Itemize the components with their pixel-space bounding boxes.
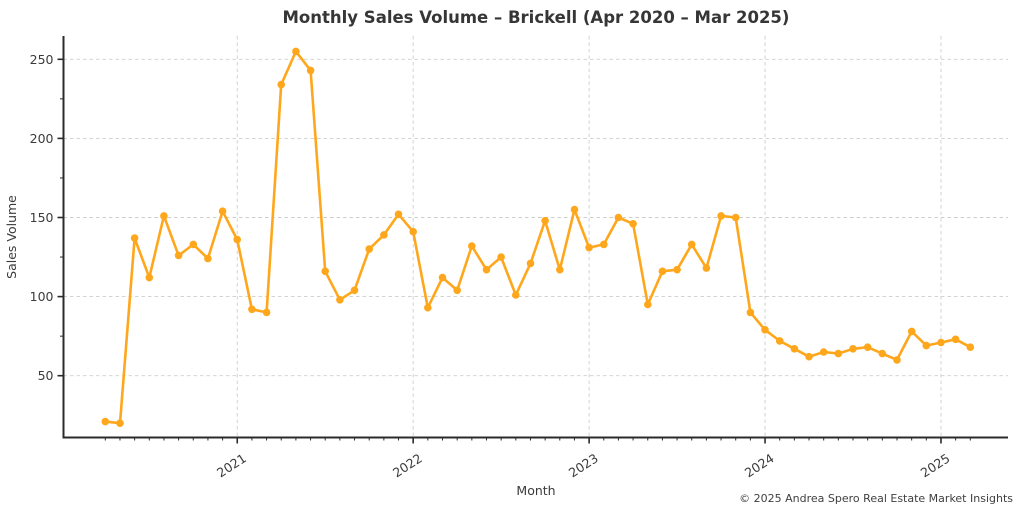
data-point [292, 47, 300, 56]
data-point [101, 417, 110, 426]
data-point [526, 259, 535, 268]
data-point [863, 343, 872, 352]
data-point [409, 227, 418, 236]
x-tick-label: 2021 [214, 450, 249, 480]
data-point [482, 265, 491, 274]
x-tick-label: 2022 [390, 450, 425, 480]
data-point [438, 273, 447, 282]
x-tick-label: 2023 [566, 450, 601, 480]
data-point [160, 212, 168, 220]
y-tick-label: 100 [30, 289, 54, 304]
x-axis-label: Month [516, 483, 555, 498]
data-point [907, 327, 916, 336]
data-point [893, 356, 901, 364]
data-point [556, 265, 564, 274]
data-point [775, 337, 784, 345]
data-point [262, 308, 271, 317]
data-point [277, 80, 286, 89]
data-point [306, 66, 315, 75]
data-point [424, 303, 432, 312]
data-point [731, 213, 740, 222]
data-point [937, 338, 945, 347]
data-point [834, 349, 843, 358]
data-point [717, 212, 725, 220]
data-point [248, 305, 256, 314]
chart-title: Monthly Sales Volume – Brickell (Apr 202… [283, 8, 790, 27]
data-point [600, 240, 608, 249]
data-point [189, 240, 198, 249]
data-point [673, 265, 681, 274]
series-layer [101, 47, 975, 428]
data-point [468, 242, 476, 250]
data-point [336, 296, 344, 304]
data-point [629, 220, 637, 228]
data-point [790, 345, 799, 353]
y-tick-label: 250 [30, 52, 54, 67]
data-point [174, 251, 183, 260]
data-point [658, 267, 667, 276]
data-point [453, 286, 462, 295]
grid-layer [63, 36, 1008, 438]
data-point [819, 348, 828, 356]
data-point [321, 267, 330, 276]
y-axis-label: Sales Volume [4, 195, 19, 279]
data-point [805, 352, 813, 361]
data-point [541, 216, 549, 225]
data-point [218, 207, 227, 215]
y-tick-label: 150 [30, 210, 54, 225]
data-point [687, 240, 696, 249]
data-point [644, 300, 652, 309]
data-point [761, 326, 769, 334]
data-point [365, 245, 374, 253]
data-point [512, 291, 520, 299]
data-point [380, 231, 388, 239]
axes-layer [57, 36, 1008, 444]
data-point [497, 253, 505, 261]
y-tick-label: 200 [30, 131, 54, 146]
data-point [849, 345, 857, 353]
data-point [350, 286, 359, 295]
copyright-footer: © 2025 Andrea Spero Real Estate Market I… [739, 492, 1013, 505]
data-point [145, 273, 154, 282]
data-point [570, 205, 579, 214]
x-tick-label: 2025 [918, 450, 953, 480]
data-point [204, 254, 212, 263]
data-point [614, 213, 623, 222]
data-point [922, 341, 931, 350]
data-point [394, 210, 403, 219]
data-point [130, 234, 139, 242]
data-point [702, 264, 711, 272]
y-tick-label: 50 [38, 368, 54, 383]
x-tick-label: 2024 [742, 450, 777, 480]
data-point [233, 235, 241, 244]
data-point [746, 308, 755, 317]
data-point [116, 419, 124, 428]
data-point [951, 335, 960, 344]
data-point [966, 343, 975, 352]
data-point [585, 243, 593, 252]
data-point [878, 349, 887, 358]
